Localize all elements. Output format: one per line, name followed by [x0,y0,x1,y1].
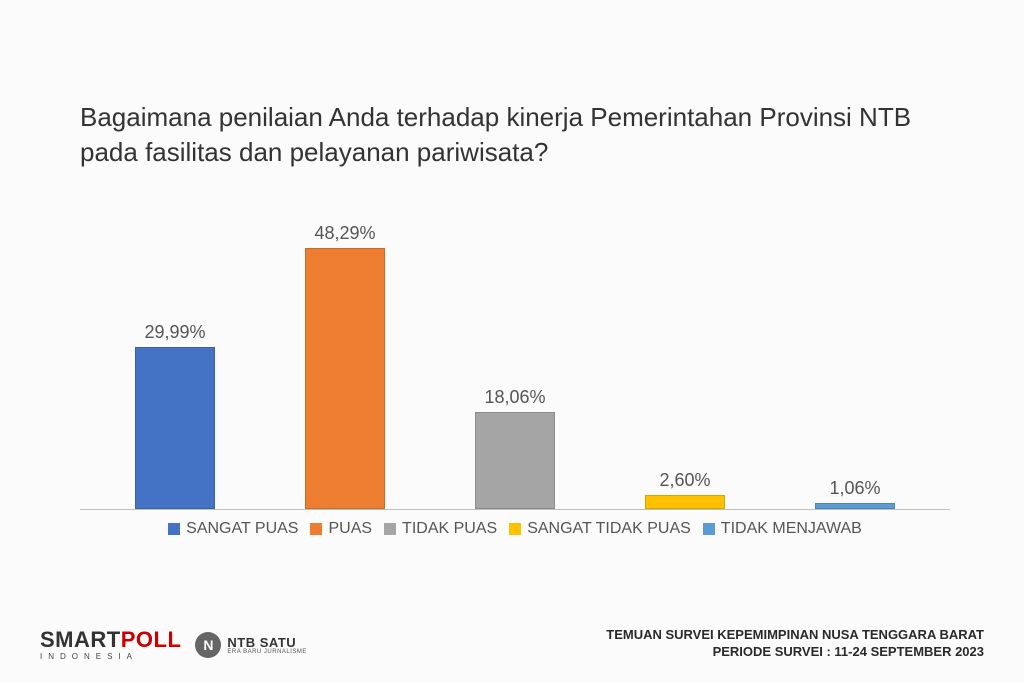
bar-tidak_puas [475,412,555,510]
ntbsatu-main: NTB SATU [227,636,307,649]
legend-swatch-icon [509,523,521,535]
legend-swatch-icon [703,523,715,535]
logo-group: SMARTPOLL INDONESIA N NTB SATU ERA BARU … [40,629,307,661]
bar-sangat_tidak_puas [645,495,725,509]
bar-col-tidak_menjawab: 1,06% [780,478,930,509]
bar-tidak_menjawab [815,503,895,509]
footer-line-2: PERIODE SURVEI : 11-24 SEPTEMBER 2023 [606,643,984,661]
legend-item-sangat_puas: SANGAT PUAS [168,520,298,538]
footer-line-1: TEMUAN SURVEI KEPEMIMPINAN NUSA TENGGARA… [606,626,984,644]
bar-value-label: 1,06% [829,478,880,499]
legend-label: TIDAK MENJAWAB [721,520,862,538]
legend-label: SANGAT TIDAK PUAS [527,520,691,538]
legend-item-tidak_puas: TIDAK PUAS [384,520,497,538]
bar-col-sangat_tidak_puas: 2,60% [610,470,760,509]
smartpoll-logo-text: SMARTPOLL [40,629,181,651]
legend-label: PUAS [328,520,372,538]
bar-value-label: 29,99% [144,322,205,343]
smartpoll-text-b: POLL [121,627,182,652]
bar-value-label: 48,29% [314,223,375,244]
bar-value-label: 2,60% [659,470,710,491]
legend-swatch-icon [310,523,322,535]
bar-col-sangat_puas: 29,99% [100,322,250,509]
ntbsatu-icon: N [195,632,221,658]
chart-title: Bagaimana penilaian Anda terhadap kinerj… [80,100,944,170]
legend-item-puas: PUAS [310,520,372,538]
footer-text: TEMUAN SURVEI KEPEMIMPINAN NUSA TENGGARA… [606,626,984,661]
bar-puas [305,248,385,509]
smartpoll-logo: SMARTPOLL INDONESIA [40,629,181,661]
bar-value-label: 18,06% [484,387,545,408]
plot-area: 29,99% 48,29% 18,06% 2,60% 1,06% [80,210,950,510]
legend-item-sangat_tidak_puas: SANGAT TIDAK PUAS [509,520,691,538]
ntbsatu-sub: ERA BARU JURNALISME [227,649,307,655]
legend-swatch-icon [384,523,396,535]
legend-swatch-icon [168,523,180,535]
legend-label: SANGAT PUAS [186,520,298,538]
ntbsatu-text: NTB SATU ERA BARU JURNALISME [227,636,307,655]
smartpoll-text-a: SMART [40,627,121,652]
ntbsatu-logo: N NTB SATU ERA BARU JURNALISME [195,632,307,658]
page: Bagaimana penilaian Anda terhadap kinerj… [0,0,1024,683]
legend: SANGAT PUAS PUAS TIDAK PUAS SANGAT TIDAK PU… [80,510,950,544]
chart-container: 29,99% 48,29% 18,06% 2,60% 1,06% SANGAT PUAS… [80,210,950,544]
legend-label: TIDAK PUAS [402,520,497,538]
smartpoll-sub: INDONESIA [40,653,181,661]
bar-sangat_puas [135,347,215,509]
footer: SMARTPOLL INDONESIA N NTB SATU ERA BARU … [40,626,984,661]
bar-col-puas: 48,29% [270,223,420,509]
bar-col-tidak_puas: 18,06% [440,387,590,510]
legend-item-tidak_menjawab: TIDAK MENJAWAB [703,520,862,538]
